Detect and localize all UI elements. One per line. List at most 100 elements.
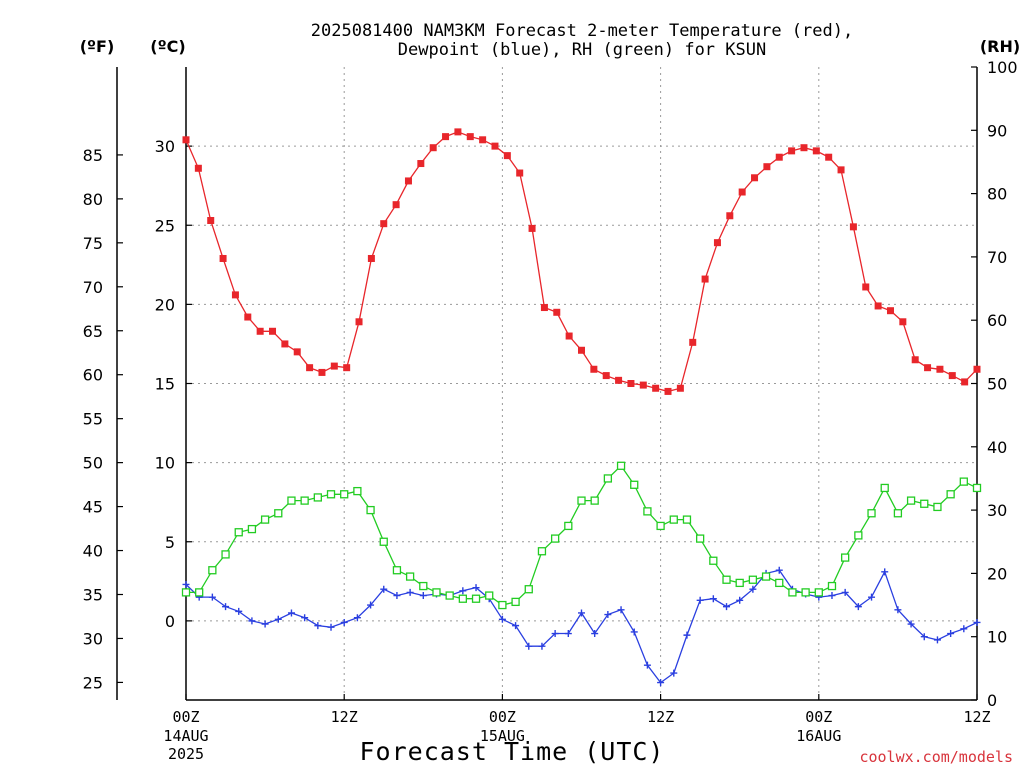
rh-point [287,496,296,505]
rh-point [432,588,441,597]
rh-point [788,588,797,597]
rh-point [814,588,823,597]
rh-point [537,547,547,556]
time-tick-label: 00Z [489,708,516,726]
dewpoint-point [696,596,704,604]
temperature-point [812,147,820,155]
chart-title-line2: Dewpoint (blue), RH (green) for KSUN [398,40,766,60]
rh-point [722,575,731,584]
temperature-point [825,153,833,161]
temperature-point [726,212,734,220]
temperature-point [886,307,894,315]
rh-point [260,515,270,524]
rh-point [353,486,362,496]
rh-point [761,572,771,581]
time-tick-date: 16AUG [796,727,841,745]
fahrenheit-tick-label: 75 [83,234,103,253]
dewpoint-point [617,606,625,614]
temperature-point [713,239,721,247]
rh-point [616,461,626,470]
temperature-point [652,384,660,392]
temperature-point [763,163,771,171]
rh-tick-label: 30 [987,501,1007,520]
temperature-point [565,332,573,340]
rh-tick-label: 50 [987,375,1007,394]
dewpoint-point [841,588,849,596]
rh-point [326,490,336,499]
temperature-point [442,133,450,141]
temperature-point [911,356,919,364]
temperature-point [849,223,857,231]
temperature-point [194,164,202,172]
rh-point [696,534,705,543]
dewpoint-point [340,618,348,626]
credit-text: coolwx.com/models [859,748,1013,766]
temperature-point [602,372,610,380]
dewpoint-point [419,592,427,600]
dewpoint-point [406,588,414,596]
dewpoint-point [933,636,941,644]
temperature-point [948,372,956,380]
time-tick-label: 12Z [331,708,358,726]
temperature-point [293,348,301,356]
celsius-tick-label: 30 [155,137,175,156]
chart-title-line1: 2025081400 NAM3KM Forecast 2-meter Tempe… [311,21,853,41]
dewpoint-point [709,595,717,603]
rh-point [656,521,665,531]
dewpoint-point [182,580,190,588]
rh-tick-label: 90 [987,121,1007,140]
dewpoint-point [775,566,783,574]
dewpoint-point [380,585,388,593]
dewpoint-point [749,585,757,593]
rh-tick-label: 40 [987,438,1007,457]
temperature-point [528,224,536,232]
dewpoint-point [274,615,282,623]
temperature-point [689,338,697,346]
temperature-point [182,136,190,144]
temperature-point [899,318,907,326]
rh-point [577,496,586,505]
rh-point [841,553,850,562]
temperature-point [330,362,338,370]
rh-point [920,499,929,508]
fahrenheit-tick-label: 25 [83,673,103,692]
celsius-tick-label: 0 [165,612,175,631]
rh-point [524,585,533,594]
rh-point [709,556,718,565]
rh-tick-label: 80 [987,185,1007,204]
rh-point [946,490,955,499]
temperature-point [837,166,845,174]
rh-point [590,496,599,505]
temperature-point [306,364,314,372]
rh-point [854,531,863,540]
temperature-point [961,378,969,386]
fahrenheit-tick-label: 70 [83,278,103,297]
temperature-point [664,387,672,395]
dewpoint-point [973,618,981,626]
rh-point [972,483,982,493]
dewpoint-point [551,630,559,638]
dewpoint-point [947,630,955,638]
dewpoint-point [538,642,546,650]
rh-point [274,509,283,518]
fahrenheit-axis: 25 30 35 40 45 50 55 60 65 70 75 80 85 [83,146,123,692]
temperature-point [874,302,882,310]
temperature-point [590,365,598,373]
fahrenheit-tick-label: 80 [83,190,103,209]
fahrenheit-tick-label: 60 [83,366,103,385]
rh-point [682,515,692,524]
series-layer [181,128,982,687]
time-tick-date: 15AUG [480,727,525,745]
dewpoint-point [208,593,216,601]
rh-point [445,591,454,600]
rh-point [933,502,942,512]
rh-point [392,566,402,575]
rh-point [735,578,744,588]
temperature-point [553,308,561,316]
rh-point [498,600,507,610]
dewpoint-point [907,620,915,628]
rh-point [405,572,415,581]
temperature-point [491,142,499,150]
rh-tick-label: 20 [987,564,1007,583]
